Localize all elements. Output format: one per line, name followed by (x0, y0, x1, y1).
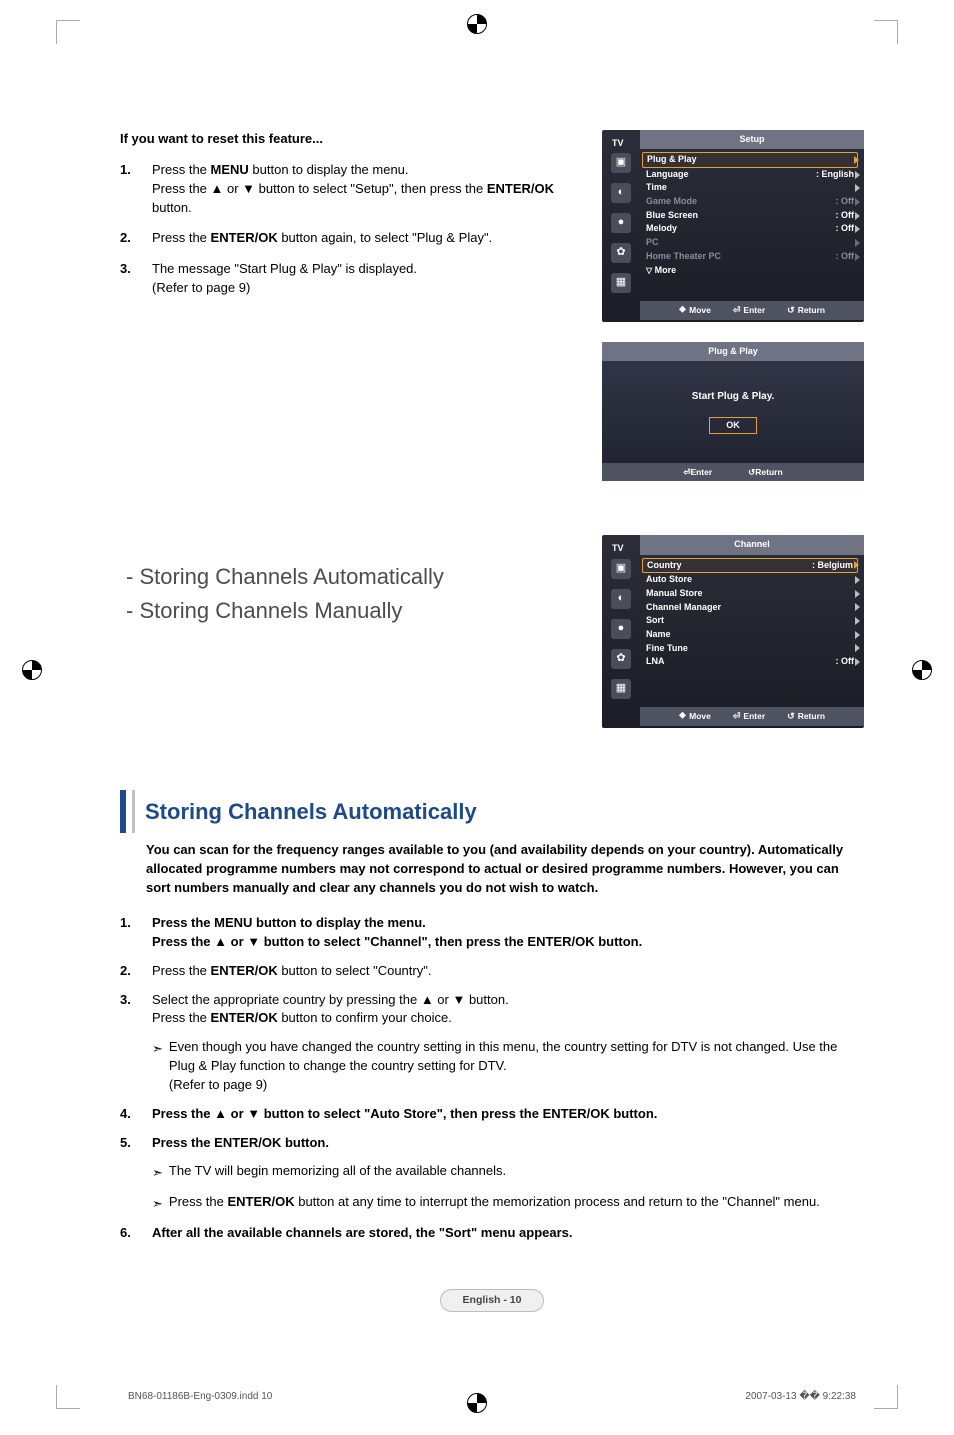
osd-menu-row[interactable]: Melody: Off (642, 222, 858, 236)
osd-menu-row[interactable]: LNA: Off (642, 655, 858, 669)
osd-menu-row[interactable]: Game Mode: Off (642, 195, 858, 209)
osd-icon: ✿ (611, 243, 631, 263)
osd-footer-item: ⏎Enter (683, 466, 712, 478)
osd-menu-row[interactable]: Country: Belgium (642, 558, 858, 574)
note-arrow: ➣Press the ENTER/OK button at any time t… (152, 1193, 864, 1214)
step-number: 3. (120, 260, 138, 298)
step-item: 2.Press the ENTER/OK button to select "C… (120, 962, 864, 981)
step-text: Press the MENU button to display the men… (152, 161, 574, 218)
osd-menu-row[interactable]: Channel Manager (642, 601, 858, 615)
osd-icon: ▣ (611, 153, 631, 173)
note-arrow: ➣The TV will begin memorizing all of the… (152, 1162, 864, 1183)
osd-footer-item: ↺Return (787, 710, 825, 723)
osd-setup-screenshot: TV Setup ▣ ◐ ● ✿ ▦ Plug & PlayLanguage: … (602, 130, 864, 322)
osd-more: ▽ More (642, 264, 858, 277)
osd-footer: ⯁Move ⏎Enter ↺Return (640, 707, 864, 726)
osd-icon: ▣ (611, 559, 631, 579)
osd-dialog-title: Plug & Play (602, 342, 864, 361)
osd-menu-row[interactable]: Name (642, 628, 858, 642)
osd-footer-item: ⯁Move (679, 304, 711, 317)
osd-footer-item: ↺Return (787, 304, 825, 317)
osd-sidebar-icons: ▣ ◐ ● ✿ ▦ (602, 149, 640, 297)
osd-menu-row[interactable]: Home Theater PC: Off (642, 250, 858, 264)
page-content: If you want to reset this feature... 1. … (60, 40, 894, 1405)
step-text: Press the ENTER/OK button again, to sele… (152, 229, 574, 248)
osd-icon: ● (611, 619, 631, 639)
osd-menu-row[interactable]: Blue Screen: Off (642, 209, 858, 223)
manual-page: If you want to reset this feature... 1. … (0, 0, 954, 1435)
osd-sidebar-icons: ▣ ◐ ● ✿ ▦ (602, 555, 640, 703)
footer-timestamp: 2007-03-13 �� 9:22:38 (745, 1390, 856, 1405)
registration-mark-icon (467, 1393, 487, 1413)
osd-icon: ◐ (611, 183, 631, 203)
step-number: 2. (120, 229, 138, 248)
print-footer: BN68-01186B-Eng-0309.indd 10 2007-03-13 … (120, 1390, 864, 1405)
crop-mark-icon (56, 20, 80, 44)
link-storing-auto: - Storing Channels Automatically (126, 561, 574, 593)
step-item: 3.Select the appropriate country by pres… (120, 991, 864, 1029)
osd-channel-screenshot: TV Channel ▣ ◐ ● ✿ ▦ Country: BelgiumAut… (602, 535, 864, 727)
osd-menu-row[interactable]: Auto Store (642, 573, 858, 587)
osd-title: Channel (640, 535, 864, 554)
step-item: 4.Press the ▲ or ▼ button to select "Aut… (120, 1105, 864, 1124)
osd-plug-play-dialog: Plug & Play Start Plug & Play. OK ⏎Enter… (602, 342, 864, 481)
osd-icon: ✿ (611, 649, 631, 669)
registration-mark-icon (912, 660, 932, 680)
registration-mark-icon (467, 14, 487, 34)
reset-steps: 1. Press the MENU button to display the … (120, 161, 574, 298)
step-text: The message "Start Plug & Play" is displ… (152, 260, 574, 298)
osd-menu-row[interactable]: PC (642, 236, 858, 250)
osd-footer-item: ⯁Move (679, 710, 711, 723)
footer-filename: BN68-01186B-Eng-0309.indd 10 (128, 1390, 272, 1405)
osd-icon: ◐ (611, 589, 631, 609)
osd-dialog-message: Start Plug & Play. (692, 390, 775, 405)
crop-mark-icon (56, 1385, 80, 1409)
osd-menu-row[interactable]: Time (642, 181, 858, 195)
osd-menu-row[interactable]: Plug & Play (642, 152, 858, 168)
step-item: 5.Press the ENTER/OK button. (120, 1134, 864, 1153)
osd-icon: ● (611, 213, 631, 233)
lead-paragraph: You can scan for the frequency ranges av… (120, 841, 864, 908)
step-item: 1.Press the MENU button to display the m… (120, 914, 864, 952)
osd-footer-item: ⏎Enter (733, 710, 765, 723)
osd-ok-button[interactable]: OK (709, 417, 757, 434)
crop-mark-icon (874, 1385, 898, 1409)
osd-tab: TV (612, 137, 624, 150)
section-heading-storing-auto: Storing Channels Automatically (120, 790, 864, 834)
reset-heading: If you want to reset this feature... (120, 130, 574, 149)
osd-footer-item: ⏎Enter (733, 304, 765, 317)
link-storing-manual: - Storing Channels Manually (126, 595, 574, 627)
auto-steps: 1.Press the MENU button to display the m… (120, 914, 864, 1243)
step-number: 1. (120, 161, 138, 218)
osd-menu-row[interactable]: Language: English (642, 168, 858, 182)
osd-icon: ▦ (611, 273, 631, 293)
step-item: 6.After all the available channels are s… (120, 1224, 864, 1243)
osd-footer: ⯁Move ⏎Enter ↺Return (640, 301, 864, 320)
osd-footer: ⏎Enter ↺Return (602, 463, 864, 481)
osd-menu-row[interactable]: Fine Tune (642, 642, 858, 656)
osd-footer-item: ↺Return (748, 466, 783, 478)
crop-mark-icon (874, 20, 898, 44)
osd-menu-row[interactable]: Sort (642, 614, 858, 628)
osd-icon: ▦ (611, 679, 631, 699)
osd-tab: TV (612, 542, 624, 555)
registration-mark-icon (22, 660, 42, 680)
osd-menu-row[interactable]: Manual Store (642, 587, 858, 601)
heading-text: Storing Channels Automatically (145, 790, 477, 834)
note-arrow: ➣Even though you have changed the countr… (152, 1038, 864, 1095)
section-links: - Storing Channels Automatically - Stori… (126, 561, 574, 627)
osd-title: Setup (640, 130, 864, 149)
